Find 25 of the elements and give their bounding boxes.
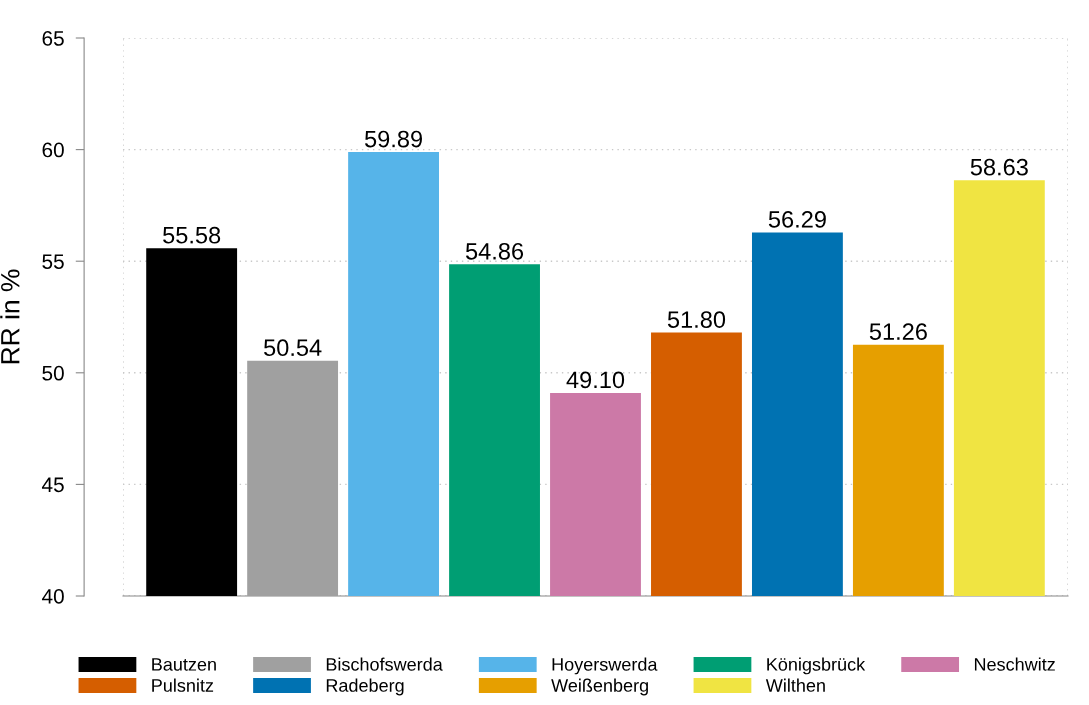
y-tick-label: 60 (42, 142, 64, 158)
legend-label: Königsbrück (767, 657, 866, 675)
data-label: 59.89 (364, 130, 422, 148)
data-label: 54.86 (465, 242, 524, 260)
y-tick-label: 65 (42, 31, 64, 46)
y-tick-label: 55 (42, 254, 64, 269)
legend-label: Hoyerswerda (552, 657, 658, 675)
data-label: 50.54 (264, 339, 322, 357)
data-label: 51.26 (869, 323, 927, 341)
y-axis-title: RR in % (0, 269, 20, 364)
data-label: 49.10 (566, 371, 625, 389)
y-tick-label: 45 (41, 477, 64, 493)
legend-label: Pulsnitz (152, 678, 214, 692)
data-label: 56.29 (768, 211, 826, 228)
legend-label: Wilthen (765, 678, 825, 692)
legend-label: Bischofswerda (326, 657, 443, 671)
data-label: 55.58 (163, 226, 221, 244)
legend-label: Radeberg (326, 678, 404, 696)
legend-label: Neschwitz (974, 657, 1055, 671)
legend-label: Bautzen (152, 658, 216, 671)
y-tick-label: 40 (41, 589, 64, 604)
data-label: 58.63 (970, 158, 1028, 176)
legend-label: Weißenberg (551, 678, 648, 696)
data-label: 51.80 (667, 311, 726, 328)
y-tick-label: 50 (42, 365, 64, 381)
